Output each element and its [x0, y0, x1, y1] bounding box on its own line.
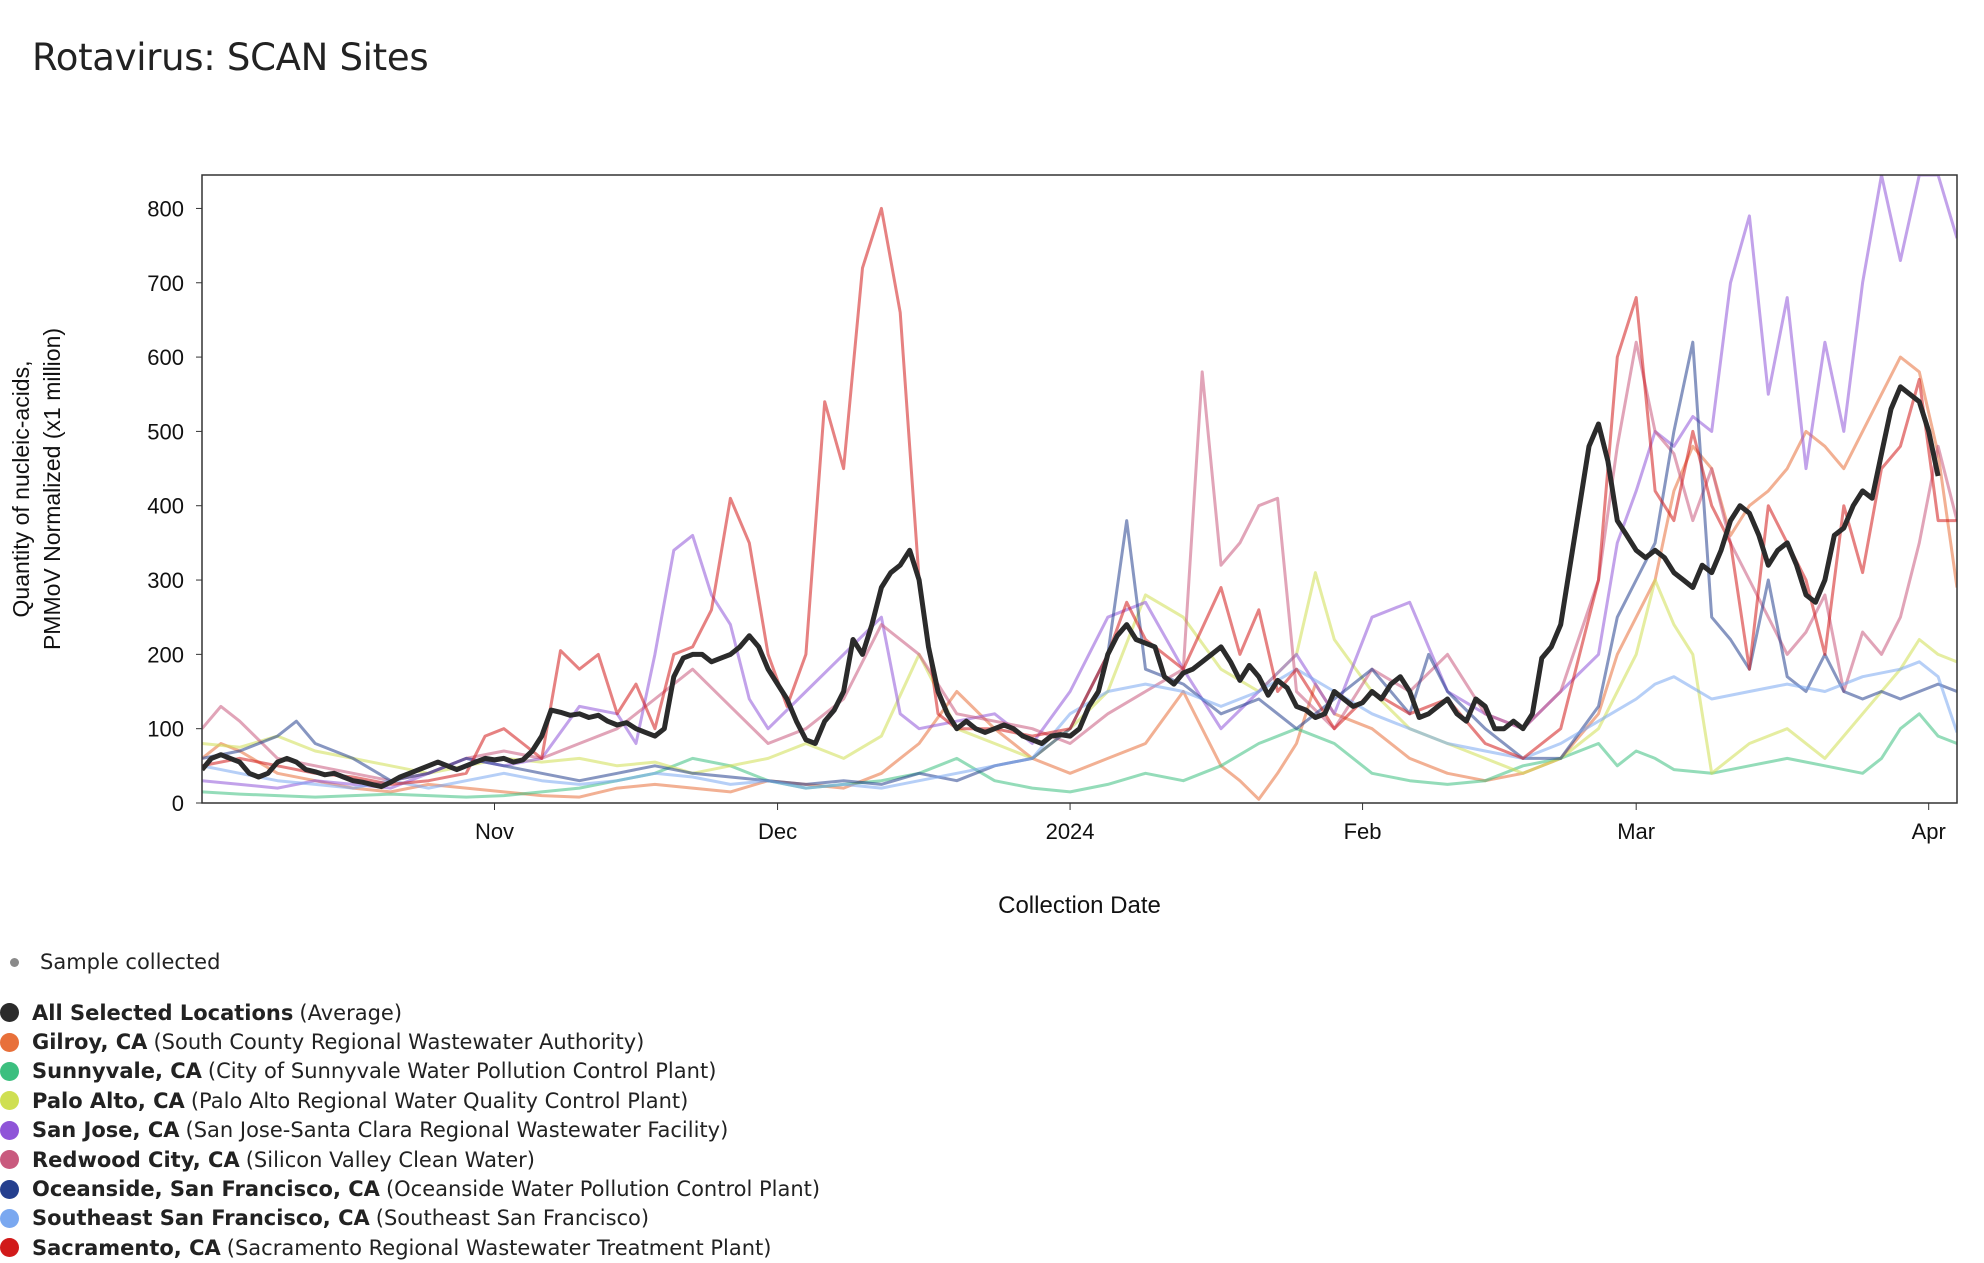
- y-tick-label: 500: [147, 419, 184, 444]
- x-tick-label: Apr: [1912, 819, 1946, 844]
- legend-item-desc: City of Sunnyvale Water Pollution Contro…: [208, 1059, 716, 1083]
- legend-swatch-icon: [0, 1208, 19, 1228]
- y-tick-label: 600: [147, 345, 184, 370]
- y-tick-label: 100: [147, 717, 184, 742]
- series-line-san-jose-ca[interactable]: [202, 175, 1957, 790]
- y-tick-label: 300: [147, 568, 184, 593]
- series-line-oceanside-san-francisco-ca[interactable]: [202, 340, 1957, 786]
- legend-swatch-icon: [0, 1032, 19, 1052]
- y-axis-label-line1: Quantity of nucleic-acids,: [8, 361, 34, 618]
- legend-item-name: Southeast San Francisco, CA: [32, 1206, 370, 1231]
- legend-item-redwood-city-ca[interactable]: Redwood City, CASilicon Valley Clean Wat…: [0, 1145, 820, 1174]
- sample-dot-icon: [10, 957, 19, 967]
- legend-item-name: Sacramento, CA: [32, 1235, 221, 1260]
- legend-list: All Selected LocationsAverageGilroy, CAS…: [0, 998, 820, 1263]
- plot-frame: [201, 174, 1958, 804]
- legend-item-gilroy-ca[interactable]: Gilroy, CASouth County Regional Wastewat…: [0, 1027, 820, 1056]
- y-axis-label-line2: PMMoV Normalized (x1 million): [39, 328, 65, 650]
- legend-item-all-selected-locations[interactable]: All Selected LocationsAverage: [0, 998, 820, 1027]
- legend-item-sunnyvale-ca[interactable]: Sunnyvale, CACity of Sunnyvale Water Pol…: [0, 1057, 820, 1086]
- legend-item-desc: Palo Alto Regional Water Quality Control…: [191, 1089, 689, 1113]
- x-axis-label: Collection Date: [998, 892, 1161, 919]
- legend-item-name: All Selected Locations: [32, 1000, 294, 1025]
- legend-swatch-icon: [0, 1238, 19, 1258]
- legend-sample-collected[interactable]: Sample collected: [10, 950, 220, 974]
- legend-item-name: Palo Alto, CA: [32, 1088, 185, 1113]
- legend-sample-label: Sample collected: [40, 950, 221, 974]
- legend-item-desc: Sacramento Regional Wastewater Treatment…: [227, 1236, 772, 1260]
- series-line-sacramento-ca[interactable]: [202, 206, 1957, 786]
- x-tick-label: Mar: [1617, 819, 1655, 844]
- legend-item-san-jose-ca[interactable]: San Jose, CASan Jose-Santa Clara Regiona…: [0, 1116, 820, 1145]
- legend-item-sacramento-ca[interactable]: Sacramento, CASacramento Regional Wastew…: [0, 1233, 820, 1262]
- x-tick-label: 2024: [1046, 819, 1095, 844]
- page-title: Rotavirus: SCAN Sites: [32, 36, 429, 79]
- y-tick-label: 400: [147, 494, 184, 519]
- legend-swatch-icon: [0, 1179, 19, 1199]
- y-tick-label: 0: [172, 791, 184, 816]
- series-line-gilroy-ca[interactable]: [202, 355, 1957, 801]
- series-line-sunnyvale-ca[interactable]: [202, 712, 1957, 799]
- legend-item-desc: San Jose-Santa Clara Regional Wastewater…: [186, 1118, 729, 1142]
- legend-item-name: Gilroy, CA: [32, 1030, 148, 1055]
- legend-item-desc: Average: [299, 1001, 402, 1025]
- legend-item-southeast-san-francisco-ca[interactable]: Southeast San Francisco, CASoutheast San…: [0, 1204, 820, 1233]
- x-axis: Nov Dec 2024 Feb Mar Apr: [475, 803, 1946, 844]
- series-line-all-selected-locations[interactable]: [202, 384, 1941, 790]
- series-line-redwood-city-ca[interactable]: [202, 340, 1957, 783]
- legend-swatch-icon: [0, 1150, 19, 1170]
- legend-item-oceanside-san-francisco-ca[interactable]: Oceanside, San Francisco, CAOceanside Wa…: [0, 1174, 820, 1203]
- series-line-southeast-san-francisco-ca[interactable]: [202, 660, 1957, 790]
- legend-item-name: Oceanside, San Francisco, CA: [32, 1177, 380, 1202]
- legend-item-name: Redwood City, CA: [32, 1147, 240, 1172]
- legend-item-name: San Jose, CA: [32, 1118, 180, 1143]
- y-tick-label: 700: [147, 271, 184, 296]
- x-tick-label: Dec: [758, 819, 797, 844]
- legend-swatch-icon: [0, 1120, 19, 1140]
- x-tick-label: Feb: [1344, 819, 1382, 844]
- legend-swatch-icon: [0, 1003, 19, 1023]
- legend-item-name: Sunnyvale, CA: [32, 1059, 202, 1084]
- legend-item-desc: Southeast San Francisco: [376, 1206, 649, 1230]
- legend-item-desc: South County Regional Wastewater Authori…: [153, 1030, 644, 1054]
- legend-swatch-icon: [0, 1061, 19, 1081]
- y-tick-label: 200: [147, 642, 184, 667]
- legend-item-desc: Oceanside Water Pollution Control Plant: [386, 1177, 820, 1201]
- x-tick-label: Nov: [475, 819, 514, 844]
- legend-item-desc: Silicon Valley Clean Water: [246, 1148, 535, 1172]
- legend-item-palo-alto-ca[interactable]: Palo Alto, CAPalo Alto Regional Water Qu…: [0, 1086, 820, 1115]
- legend-swatch-icon: [0, 1091, 19, 1111]
- series-layer: [202, 175, 1957, 801]
- y-tick-label: 800: [147, 196, 184, 221]
- y-axis: 0 100 200 300 400 500 600 700 800: [147, 196, 202, 816]
